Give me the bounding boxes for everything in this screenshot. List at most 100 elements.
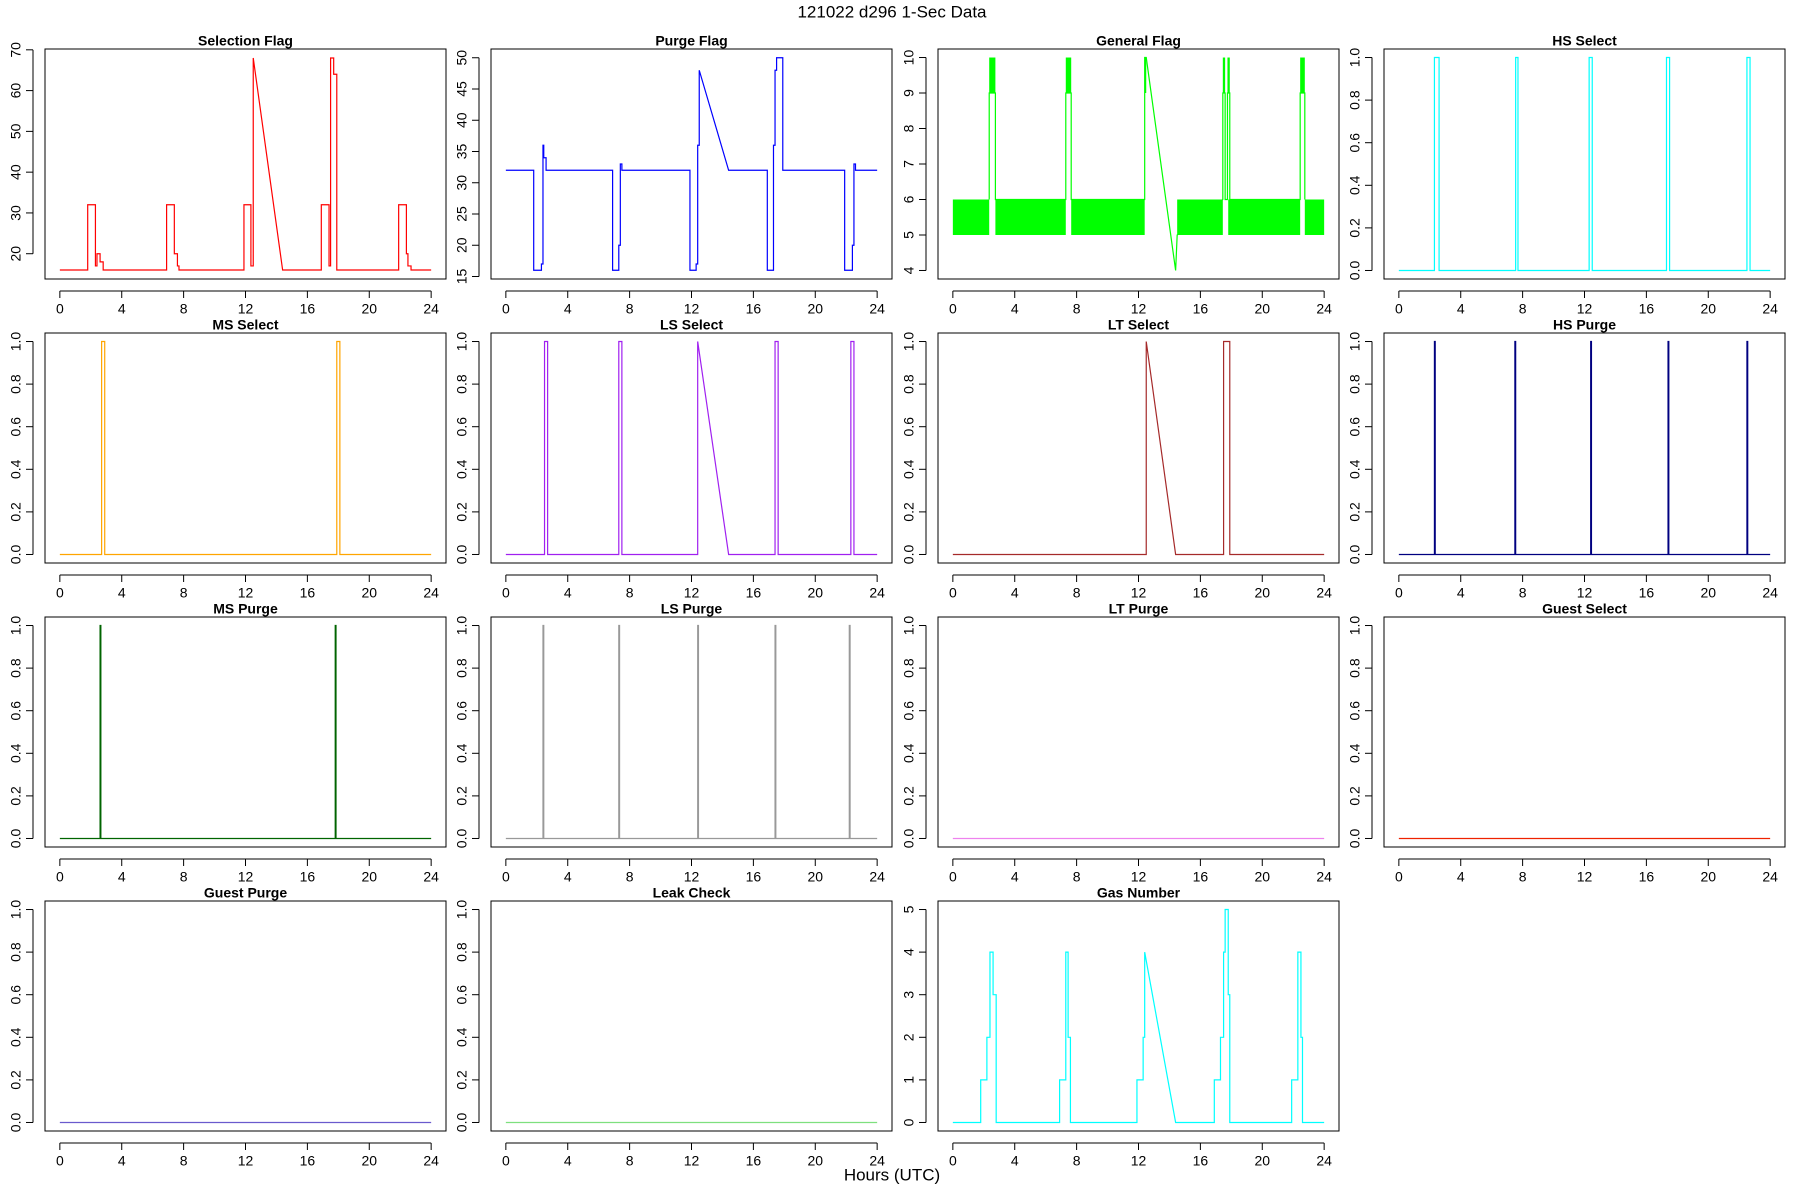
x-tick-label: 8 — [180, 869, 188, 885]
x-tick-label: 12 — [684, 585, 700, 601]
x-tick-label: 20 — [1700, 301, 1716, 317]
y-tick-label: 70 — [8, 42, 24, 58]
x-tick-label: 20 — [807, 585, 823, 601]
x-tick-label: 12 — [1131, 1153, 1147, 1169]
panel-title: Purge Flag — [655, 33, 727, 49]
band — [1144, 57, 1147, 94]
x-tick-label: 12 — [684, 1153, 700, 1169]
x-tick-label: 20 — [807, 301, 823, 317]
x-tick-label: 20 — [1700, 869, 1716, 885]
y-tick-label: 0.4 — [454, 459, 470, 479]
y-tick-label: 0.0 — [901, 829, 917, 849]
x-tick-label: 4 — [118, 1153, 126, 1169]
x-tick-label: 24 — [423, 301, 439, 317]
y-tick-label: 0.2 — [8, 786, 24, 806]
x-tick-label: 16 — [1193, 585, 1209, 601]
x-axis-label: Hours (UTC) — [844, 1165, 940, 1184]
x-tick-label: 4 — [118, 869, 126, 885]
x-tick-label: 4 — [564, 1153, 572, 1169]
x-tick-label: 0 — [56, 301, 64, 317]
x-tick-label: 16 — [746, 301, 762, 317]
y-tick-label: 20 — [8, 246, 24, 262]
y-tick-label: 0.2 — [454, 1070, 470, 1090]
y-tick-label: 0.6 — [8, 417, 24, 437]
x-tick-label: 8 — [1073, 1153, 1081, 1169]
x-tick-label: 16 — [746, 1153, 762, 1169]
x-tick-label: 24 — [869, 1153, 885, 1169]
x-tick-label: 20 — [807, 869, 823, 885]
x-tick-label: 16 — [300, 869, 316, 885]
x-tick-label: 16 — [300, 585, 316, 601]
x-tick-label: 16 — [1639, 301, 1655, 317]
y-tick-label: 4 — [901, 948, 917, 956]
band — [1304, 199, 1325, 235]
y-tick-label: 0.8 — [8, 374, 24, 394]
x-tick-label: 24 — [1316, 301, 1332, 317]
y-tick-label: 0.0 — [8, 829, 24, 849]
y-tick-label: 1.0 — [454, 616, 470, 636]
x-tick-label: 0 — [502, 301, 510, 317]
y-tick-label: 0.6 — [8, 701, 24, 721]
x-tick-label: 20 — [1254, 301, 1270, 317]
x-tick-label: 8 — [626, 585, 634, 601]
y-tick-label: 5 — [901, 905, 917, 913]
y-tick-label: 4 — [901, 266, 917, 274]
x-tick-label: 8 — [180, 585, 188, 601]
plot-frame — [44, 616, 447, 848]
band — [989, 57, 996, 94]
y-tick-label: 0.8 — [454, 942, 470, 962]
y-tick-label: 0.2 — [1347, 786, 1363, 806]
x-tick-label: 4 — [564, 585, 572, 601]
x-tick-label: 16 — [1639, 585, 1655, 601]
band — [1065, 57, 1072, 94]
y-tick-label: 9 — [901, 89, 917, 97]
x-tick-label: 12 — [238, 301, 254, 317]
x-tick-label: 8 — [626, 301, 634, 317]
x-tick-label: 24 — [423, 585, 439, 601]
y-tick-label: 0.0 — [1347, 829, 1363, 849]
panel-title: HS Purge — [1553, 317, 1616, 333]
x-tick-label: 0 — [949, 1153, 957, 1169]
y-tick-label: 0.8 — [1347, 374, 1363, 394]
y-tick-label: 0.0 — [454, 545, 470, 565]
plot-frame — [937, 900, 1340, 1132]
data-line — [59, 340, 432, 556]
y-tick-label: 0.6 — [1347, 133, 1363, 153]
x-tick-label: 12 — [1131, 585, 1147, 601]
y-tick-label: 3 — [901, 991, 917, 999]
panel-title: LT Purge — [1109, 601, 1169, 617]
x-tick-label: 4 — [564, 301, 572, 317]
x-tick-label: 0 — [502, 585, 510, 601]
panel-title: LS Purge — [661, 601, 723, 617]
x-tick-label: 20 — [361, 585, 377, 601]
y-tick-label: 1.0 — [1347, 48, 1363, 68]
y-tick-label: 0.0 — [8, 545, 24, 565]
x-tick-label: 4 — [1457, 585, 1465, 601]
x-tick-label: 0 — [502, 1153, 510, 1169]
panel-title: LT Select — [1108, 317, 1170, 333]
y-tick-label: 30 — [8, 205, 24, 221]
y-tick-label: 0.6 — [1347, 417, 1363, 437]
plot-frame — [1383, 332, 1786, 564]
band — [1227, 57, 1230, 94]
y-tick-label: 30 — [454, 175, 470, 191]
y-tick-label: 0.8 — [454, 374, 470, 394]
x-tick-label: 24 — [423, 869, 439, 885]
y-tick-label: 0.0 — [454, 829, 470, 849]
y-tick-label: 60 — [8, 83, 24, 99]
y-tick-label: 40 — [8, 164, 24, 180]
y-tick-label: 0.2 — [8, 1070, 24, 1090]
plot-frame — [937, 332, 1340, 564]
y-tick-label: 0.8 — [1347, 658, 1363, 678]
x-tick-label: 20 — [1254, 585, 1270, 601]
y-tick-label: 0.6 — [454, 985, 470, 1005]
x-tick-label: 4 — [1457, 301, 1465, 317]
data-line — [1398, 56, 1771, 272]
y-tick-label: 1.0 — [8, 900, 24, 920]
y-tick-label: 1.0 — [8, 616, 24, 636]
x-tick-label: 12 — [238, 1153, 254, 1169]
plot-frame — [1383, 616, 1786, 848]
y-tick-label: 0.2 — [454, 786, 470, 806]
x-tick-label: 12 — [684, 869, 700, 885]
figure-title: 121022 d296 1-Sec Data — [797, 2, 987, 21]
